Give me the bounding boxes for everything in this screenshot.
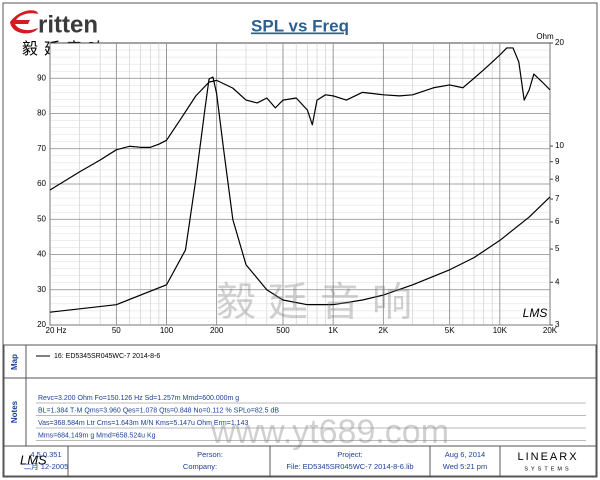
footer-person: Person: — [197, 450, 223, 459]
x-tick-label: 5K — [445, 326, 455, 335]
series-line — [49, 47, 551, 191]
y2-axis-label: Ohm — [536, 32, 554, 41]
footer-maker: LINEARX — [517, 451, 578, 463]
series-line — [49, 76, 551, 313]
x-tick-label: 200 — [210, 326, 224, 335]
watermark-site: www.yt689.com — [210, 413, 449, 451]
y2-tick-label: 10 — [555, 141, 564, 150]
y2-tick-label: 6 — [555, 217, 560, 226]
note-line: Revc=3.200 Ohm Fo=150.126 Hz Sd=1.257m M… — [38, 395, 239, 402]
y-tick-label: 40 — [37, 250, 46, 259]
footer-version: 4.5.0.351 — [30, 450, 61, 459]
watermark-chinese: 毅廷音响 — [216, 281, 424, 325]
y-tick-label: 70 — [37, 144, 46, 153]
footer-company: Company: — [183, 462, 217, 471]
x-tick-label: 2K — [378, 326, 388, 335]
y2-tick-label: 9 — [555, 157, 560, 166]
y2-tick-label: 4 — [555, 277, 560, 286]
y-tick-label: 50 — [37, 214, 46, 223]
x-tick-label: 500 — [276, 326, 290, 335]
x-tick-label: 1K — [328, 326, 338, 335]
footer-date: Aug 6, 2014 — [445, 450, 485, 459]
notes-label: Notes — [10, 400, 19, 423]
info-frame — [3, 344, 597, 477]
note-line: Vas=368.584m Ltr Cms=1.643m M/N Kms=5.14… — [38, 420, 248, 427]
y2-tick-label: 20 — [555, 38, 564, 47]
chart-title: SPL vs Freq — [251, 16, 349, 35]
y-tick-label: 60 — [37, 179, 46, 188]
footer-build: 二月 12-2005 — [24, 462, 69, 471]
logo-mark — [10, 10, 38, 34]
y-tick-label: 20 — [37, 320, 46, 329]
logo-brand: ritten — [38, 11, 98, 38]
legend-entry: 16: ED5345SR045WC-7 2014-8-6 — [54, 353, 160, 360]
y-tick-label: 30 — [37, 285, 46, 294]
footer-app: LMS — [20, 452, 47, 467]
x-tick-label: 20K — [543, 326, 558, 335]
y2-tick-label: 8 — [555, 174, 560, 183]
y-tick-label: 80 — [37, 109, 46, 118]
x-tick-label: 10K — [493, 326, 508, 335]
x-tick-label: 50 — [112, 326, 121, 335]
map-label: Map — [10, 354, 19, 370]
footer-time: Wed 5:21 pm — [443, 462, 487, 471]
x-tick-label: 100 — [160, 326, 174, 335]
y2-tick-label: 7 — [555, 194, 560, 203]
footer-file: File: ED5345SR045WC-7 2014-8-6.lib — [286, 462, 413, 471]
y-tick-label: 90 — [37, 73, 46, 82]
y2-tick-label: 3 — [555, 320, 560, 329]
note-line: BL=1.384 T·M Qms=3.960 Qes=1.078 Qts=0.8… — [38, 407, 279, 414]
plot-watermark: LMS — [523, 306, 548, 320]
footer-project: Project: — [337, 450, 362, 459]
note-line: Mms=684.149m g Mmd=658.524u Kg — [38, 432, 156, 439]
y2-tick-label: 5 — [555, 244, 560, 253]
footer-maker-sub: SYSTEMS — [524, 466, 571, 472]
x-tick-label: 20 Hz — [46, 326, 67, 335]
